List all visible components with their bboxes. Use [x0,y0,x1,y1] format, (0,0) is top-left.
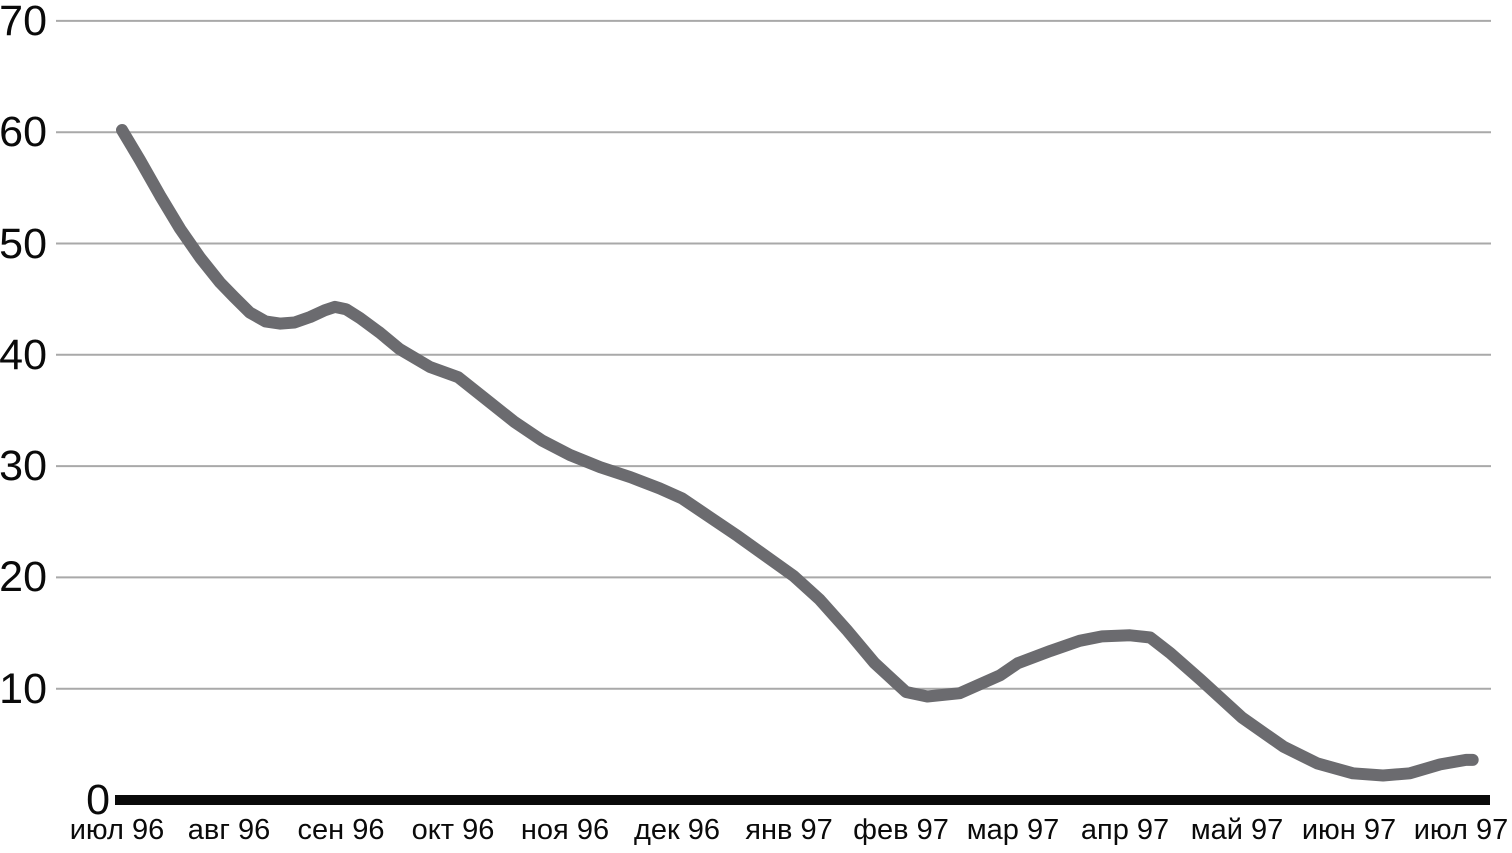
x-tick-label-2: авг 96 [187,814,271,846]
x-tick-label-7: янв 97 [745,814,833,846]
x-tick-label-13: июл 97 [1413,814,1509,846]
y-tick-label-30: 30 [0,442,47,490]
x-tick-label-6: дек 96 [633,814,721,846]
x-tick-label-1: июл 96 [69,814,165,846]
x-tick-label-12: июн 97 [1301,814,1397,846]
y-tick-label-50: 50 [0,220,47,268]
y-tick-label-20: 20 [0,553,47,601]
x-tick-label-4: окт 96 [411,814,495,846]
x-tick-label-5: ноя 96 [520,814,610,846]
x-tick-label-10: апр 97 [1080,814,1170,846]
data-line [116,124,1479,782]
x-tick-label-8: фев 97 [853,814,949,846]
y-tick-label-60: 60 [0,108,47,156]
y-tick-label-70: 70 [0,0,47,45]
x-tick-label-3: сен 96 [297,814,385,846]
y-tick-label-40: 40 [0,331,47,379]
y-tick-label-10: 10 [0,665,47,713]
x-tick-label-11: май 97 [1190,814,1284,846]
y-tick-label-0: 0 [86,776,110,824]
x-tick-label-9: мар 97 [966,814,1060,846]
